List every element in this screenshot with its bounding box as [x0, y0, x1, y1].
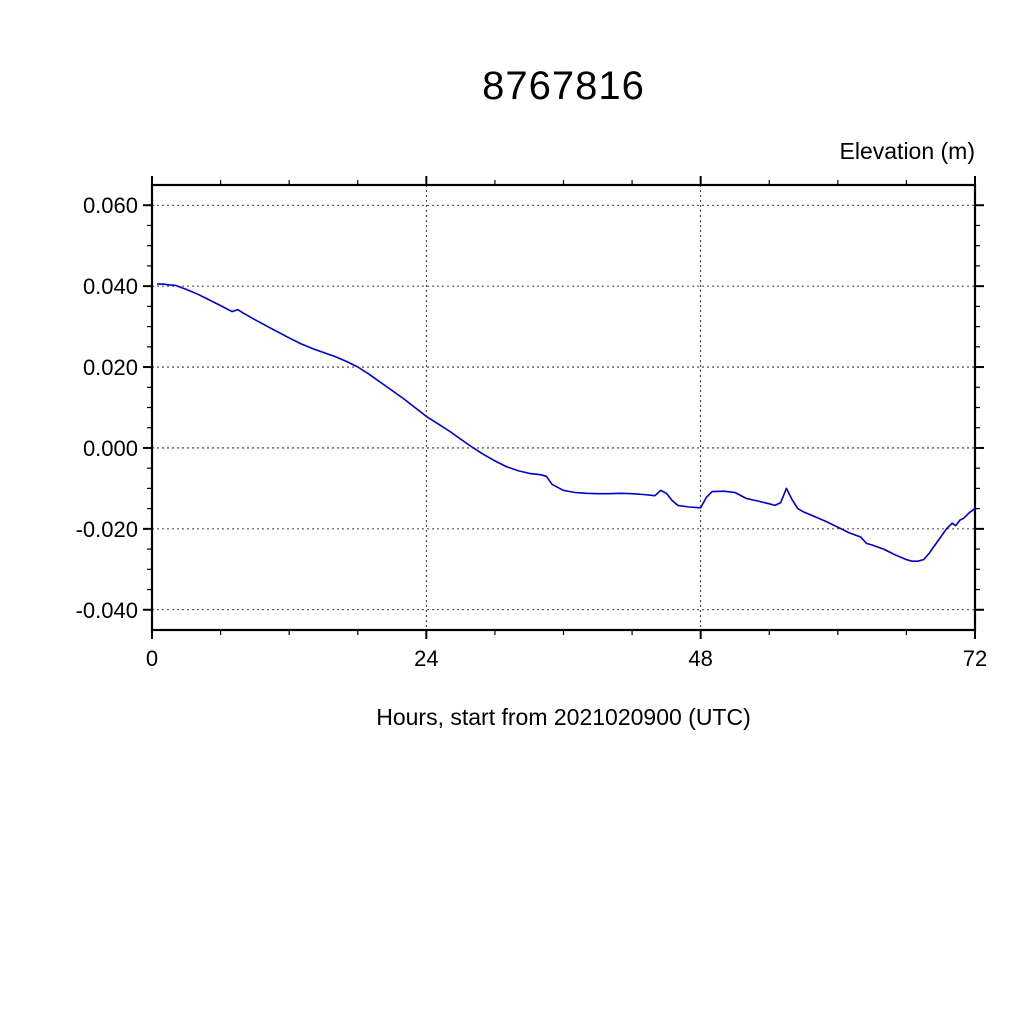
- y-tick-label: -0.040: [76, 598, 138, 623]
- x-tick-label: 48: [688, 646, 712, 671]
- x-axis-title: Hours, start from 2021020900 (UTC): [376, 704, 751, 730]
- y-tick-label: -0.020: [76, 517, 138, 542]
- x-tick-label: 24: [414, 646, 438, 671]
- y-tick-label: 0.000: [83, 436, 138, 461]
- y-axis-title: Elevation (m): [839, 138, 975, 164]
- y-tick-label: 0.020: [83, 355, 138, 380]
- y-tick-label: 0.040: [83, 274, 138, 299]
- elevation-line: [156, 283, 976, 563]
- y-tick-label: 0.060: [83, 193, 138, 218]
- x-tick-label: 0: [146, 646, 158, 671]
- chart-title: 8767816: [482, 64, 645, 108]
- x-tick-label: 72: [963, 646, 987, 671]
- plot-frame: [150, 183, 977, 632]
